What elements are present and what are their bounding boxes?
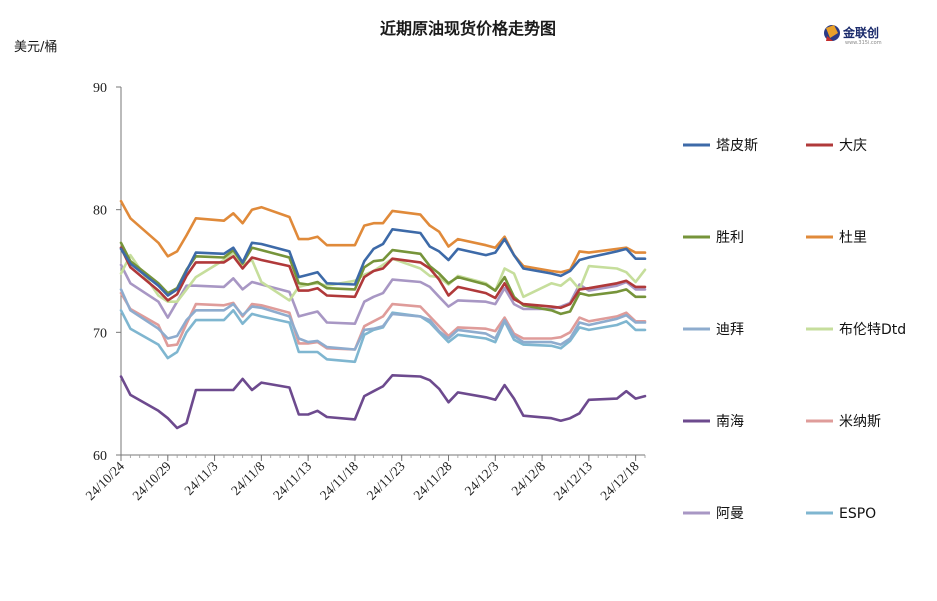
legend-label-6: 布伦特Dtd <box>839 322 906 338</box>
legend-label-7: 南海 <box>716 414 744 430</box>
series-line-8 <box>119 291 647 351</box>
x-tick-label: 24/11/3 <box>181 458 221 498</box>
series-line-10 <box>119 308 647 364</box>
series-line-5 <box>119 288 647 351</box>
logo-text: 金联创 <box>842 25 879 40</box>
series-line-2 <box>119 246 647 310</box>
legend-label-5: 迪拜 <box>716 322 744 338</box>
x-tick-label: 24/12/8 <box>508 458 548 498</box>
x-tick-label: 24/12/18 <box>597 458 642 503</box>
series-line-3 <box>119 241 647 316</box>
x-tick-label: 24/10/29 <box>129 458 174 503</box>
x-tick-label: 24/10/24 <box>83 458 128 503</box>
y-tick-label: 80 <box>93 204 107 219</box>
x-tick-label: 24/11/13 <box>270 458 314 502</box>
legend-label-8: 米纳斯 <box>839 414 881 430</box>
x-tick-label: 24/11/28 <box>410 458 454 502</box>
logo-mark-icon <box>824 25 840 41</box>
x-tick-label: 24/11/8 <box>228 458 268 498</box>
series-line-7 <box>119 373 647 430</box>
x-tick-label: 24/12/3 <box>462 458 502 498</box>
y-tick-label: 70 <box>93 326 107 341</box>
x-tick-label: 24/12/13 <box>550 458 595 503</box>
logo-url: www.315i.com <box>845 40 882 46</box>
legend-label-4: 杜里 <box>839 230 867 246</box>
y-tick-label: 90 <box>93 81 107 96</box>
series-layer <box>119 199 647 430</box>
series-line-4 <box>119 199 647 274</box>
legend-label-10: ESPO <box>839 506 876 522</box>
logo: 金联创 www.315i.com <box>824 25 882 46</box>
legend-label-9: 阿曼 <box>716 506 744 522</box>
x-tick-label: 24/11/23 <box>364 458 408 502</box>
legend-label-2: 大庆 <box>839 138 867 154</box>
series-line-1 <box>119 228 647 297</box>
series-line-6 <box>119 251 647 304</box>
chart-title: 近期原油现货价格走势图 <box>380 19 556 38</box>
legend-label-1: 塔皮斯 <box>716 138 758 154</box>
x-tick-label: 24/11/18 <box>317 458 361 502</box>
y-tick-label: 60 <box>93 449 107 464</box>
y-axis-unit: 美元/桶 <box>14 40 57 55</box>
legend-label-3: 胜利 <box>716 230 744 246</box>
